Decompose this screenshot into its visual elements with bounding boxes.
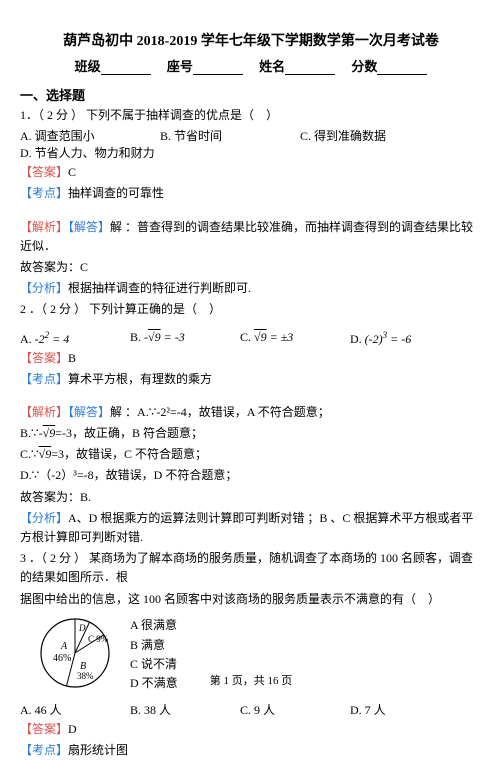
q3-stem-b: 据图中给出的信息，这 100 名顾客中对该商场的服务质量表示不满意的有（ ） <box>20 590 482 609</box>
q1-options: A. 调查范围小 B. 节省时间 C. 得到准确数据 D. 节省人力、物力和财力 <box>20 127 482 161</box>
kaodian-label: 【考点】 <box>20 186 68 200</box>
score-label: 分数 <box>351 56 377 75</box>
answer-label: 【答案】 <box>20 722 68 736</box>
pie-a-label: A <box>60 641 68 652</box>
q1-opt-b: B. 节省时间 <box>160 127 260 144</box>
seat-blank <box>193 63 243 75</box>
q2-l2-math: √9 <box>43 426 56 440</box>
q1-kaodian: 【考点】抽样调查的可靠性 <box>20 184 482 203</box>
q2-d-math: (-2)3 = -6 <box>365 332 412 346</box>
q3-answer: 【答案】D <box>20 720 482 739</box>
answer-label: 【答案】 <box>20 351 68 365</box>
class-label: 班级 <box>75 56 101 75</box>
q2-c-math: √9 = ±3 <box>254 330 293 344</box>
q2-b-pre: B. <box>130 330 144 344</box>
fenxi-label: 【分析】 <box>20 281 68 295</box>
q1-fenxi: 【分析】根据抽样调查的特征进行判断即可. <box>20 279 482 298</box>
pie-a-pct: 46% <box>53 653 71 664</box>
q3-kaodian: 【考点】扇形统计图 <box>20 741 482 760</box>
score-blank <box>377 63 427 75</box>
pie-c-txt: C 9% <box>88 634 109 644</box>
q2-a-math: -22 = 4 <box>35 332 70 346</box>
q2-kaodian: 【考点】算术平方根，有理数的乘方 <box>20 370 482 389</box>
kaodian-text: 抽样调查的可靠性 <box>68 186 164 200</box>
q1-opt-c: C. 得到准确数据 <box>300 127 420 144</box>
pie-d-label: D <box>78 623 86 633</box>
q1-opt-d: D. 节省人力、物力和财力 <box>20 144 155 161</box>
q1-gd: 故答案为：C <box>20 258 482 277</box>
q3-opt-b: B. 38 人 <box>130 701 240 718</box>
q2-a-pre: A. <box>20 332 35 346</box>
q2-l2-text: =-3，故正确，B 符合题意； <box>55 426 203 440</box>
q3-stem-a: 3 ．（ 2 分 ） 某商场为了解本商场的服务质量，随机调查了本商场的 100 … <box>20 549 482 587</box>
answer-value: B <box>68 351 76 365</box>
q3-opt-d: D. 7 人 <box>350 701 460 718</box>
name-blank <box>285 63 335 75</box>
q2-c-pre: C. <box>240 330 254 344</box>
jiexi-label: 【解析】 <box>20 220 68 234</box>
answer-label: 【答案】 <box>20 165 68 179</box>
form-line: 班级 座号 姓名 分数 <box>20 56 482 75</box>
q2-stem: 2 ．（ 2 分 ） 下列计算正确的是（ ） <box>20 300 482 319</box>
q2-jiexi1: 【解析】【解答】解 ：A.∵-2²=-4，故错误，A 不符合题意； <box>20 403 482 422</box>
q2-fenxi: 【分析】A、D 根据乘方的运算法则计算即可判断对错 ；B 、C 根据算术平方根或… <box>20 509 482 547</box>
kaodian-label: 【考点】 <box>20 372 68 386</box>
q2-jiexi4: D.∵（-2）³=-8，故错误，D 不符合题意； <box>20 466 482 485</box>
q3-opt-c: C. 9 人 <box>240 701 350 718</box>
q2-l2-pre: B.∵- <box>20 426 43 440</box>
section-heading: 一、选择题 <box>20 85 482 104</box>
q2-d-pre: D. <box>350 332 365 346</box>
answer-value: D <box>68 722 77 736</box>
q2-opt-b: B. -√9 = -3 <box>130 330 240 347</box>
q1-jiexi: 【解析】【解答】解 ：普查得到的调查结果比较准确，而抽样调查得到的调查结果比较近… <box>20 218 482 256</box>
fenxi-text: 根据抽样调查的特征进行判断即可. <box>68 281 251 295</box>
q1-opt-a: A. 调查范围小 <box>20 127 120 144</box>
jiexi-label: 【解析】 <box>20 405 68 419</box>
q2-answer: 【答案】B <box>20 349 482 368</box>
seat-label: 座号 <box>167 56 193 75</box>
answer-value: C <box>68 165 76 179</box>
q1-stem: 1．（ 2 分 ） 下列不属于抽样调查的优点是（ ） <box>20 106 482 125</box>
q2-options: A. -22 = 4 B. -√9 = -3 C. √9 = ±3 D. (-2… <box>20 330 482 347</box>
q2-opt-d: D. (-2)3 = -6 <box>350 330 460 347</box>
q2-b-math: -√9 = -3 <box>144 330 185 344</box>
q2-jiexi3: C.∵√9=3，故错误，C 不符合题意； <box>20 445 482 464</box>
q2-jiexi2: B.∵-√9=-3，故正确，B 符合题意； <box>20 424 482 443</box>
jiexi-l1: 解 ：A.∵-2²=-4，故错误，A 不符合题意； <box>110 405 330 419</box>
q3-options: A. 46 人 B. 38 人 C. 9 人 D. 7 人 <box>20 701 482 718</box>
legend-a: A 很满意 <box>130 616 178 635</box>
q2-opt-a: A. -22 = 4 <box>20 330 130 347</box>
q2-l3-pre: C.∵ <box>20 447 39 461</box>
jieda-label: 【解答】 <box>68 405 110 419</box>
kaodian-text: 扇形统计图 <box>68 743 128 757</box>
q2-l3-text: =3，故错误，C 不符合题意； <box>51 447 207 461</box>
q2-gd: 故答案为：B. <box>20 488 482 507</box>
name-label: 姓名 <box>259 56 285 75</box>
q1-answer: 【答案】C <box>20 163 482 182</box>
q3-opt-a: A. 46 人 <box>20 701 130 718</box>
page-title: 葫芦岛初中 2018-2019 学年七年级下学期数学第一次月考试卷 <box>20 30 482 50</box>
kaodian-text: 算术平方根，有理数的乘方 <box>68 372 212 386</box>
jieda-label: 【解答】 <box>68 220 110 234</box>
class-blank <box>101 63 151 75</box>
fenxi-text: A、D 根据乘方的运算法则计算即可判断对错 ；B 、C 根据算术平方根或者平方根… <box>20 511 473 544</box>
kaodian-label: 【考点】 <box>20 743 68 757</box>
legend-b: B 满意 <box>130 636 178 655</box>
q2-opt-c: C. √9 = ±3 <box>240 330 350 347</box>
fenxi-label: 【分析】 <box>20 511 68 525</box>
page-footer: 第 1 页，共 16 页 <box>0 672 502 688</box>
q2-l3-math: √9 <box>39 447 52 461</box>
